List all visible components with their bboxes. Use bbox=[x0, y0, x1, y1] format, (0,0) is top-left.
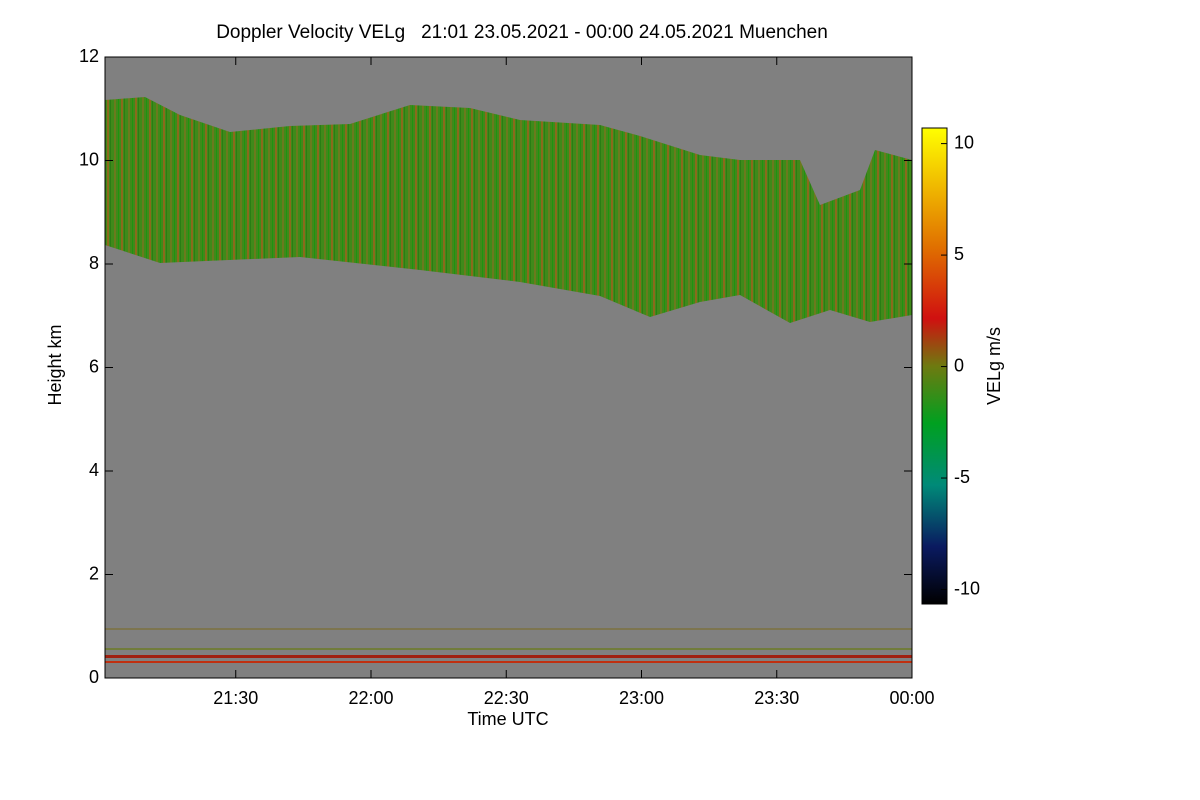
y-axis-label: Height km bbox=[45, 324, 65, 405]
cloud-layer bbox=[105, 97, 912, 323]
x-tick-label: 22:30 bbox=[484, 688, 529, 708]
x-tick-label: 23:00 bbox=[619, 688, 664, 708]
colorbar-tick-label: 0 bbox=[954, 355, 964, 375]
colorbar bbox=[921, 127, 948, 605]
colorbar-tick-label: -5 bbox=[954, 467, 970, 487]
y-tick-label: 0 bbox=[89, 667, 99, 687]
y-tick-label: 4 bbox=[89, 460, 99, 480]
colorbar-label: VELg m/s bbox=[984, 327, 1004, 405]
y-tick-label: 12 bbox=[79, 46, 99, 66]
x-tick-label: 00:00 bbox=[889, 688, 934, 708]
colorbar-tick-label: 10 bbox=[954, 132, 974, 152]
x-axis-label: Time UTC bbox=[467, 709, 548, 729]
y-tick-label: 8 bbox=[89, 253, 99, 273]
colorbar-tick-label: 5 bbox=[954, 244, 964, 264]
x-tick-label: 23:30 bbox=[754, 688, 799, 708]
x-tick-label: 21:30 bbox=[213, 688, 258, 708]
y-tick-label: 6 bbox=[89, 356, 99, 376]
y-tick-label: 2 bbox=[89, 563, 99, 583]
chart-title: Doppler Velocity VELg 21:01 23.05.2021 -… bbox=[216, 22, 828, 43]
colorbar-tick-label: -10 bbox=[954, 578, 980, 598]
x-tick-label: 22:00 bbox=[348, 688, 393, 708]
ground-clutter bbox=[105, 628, 912, 663]
y-tick-label: 10 bbox=[79, 149, 99, 169]
